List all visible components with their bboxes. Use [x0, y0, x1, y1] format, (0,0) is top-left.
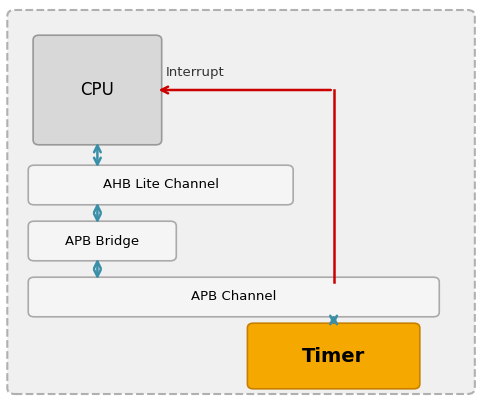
- Text: APB Channel: APB Channel: [191, 290, 277, 304]
- Text: CPU: CPU: [80, 81, 114, 99]
- Text: Interrupt: Interrupt: [166, 66, 225, 79]
- FancyBboxPatch shape: [33, 35, 162, 145]
- FancyBboxPatch shape: [28, 165, 293, 205]
- Text: Timer: Timer: [302, 346, 365, 366]
- FancyBboxPatch shape: [28, 277, 439, 317]
- FancyBboxPatch shape: [7, 10, 475, 394]
- FancyBboxPatch shape: [28, 221, 176, 261]
- Text: APB Bridge: APB Bridge: [65, 234, 139, 248]
- Text: AHB Lite Channel: AHB Lite Channel: [103, 178, 219, 192]
- FancyBboxPatch shape: [247, 323, 420, 389]
